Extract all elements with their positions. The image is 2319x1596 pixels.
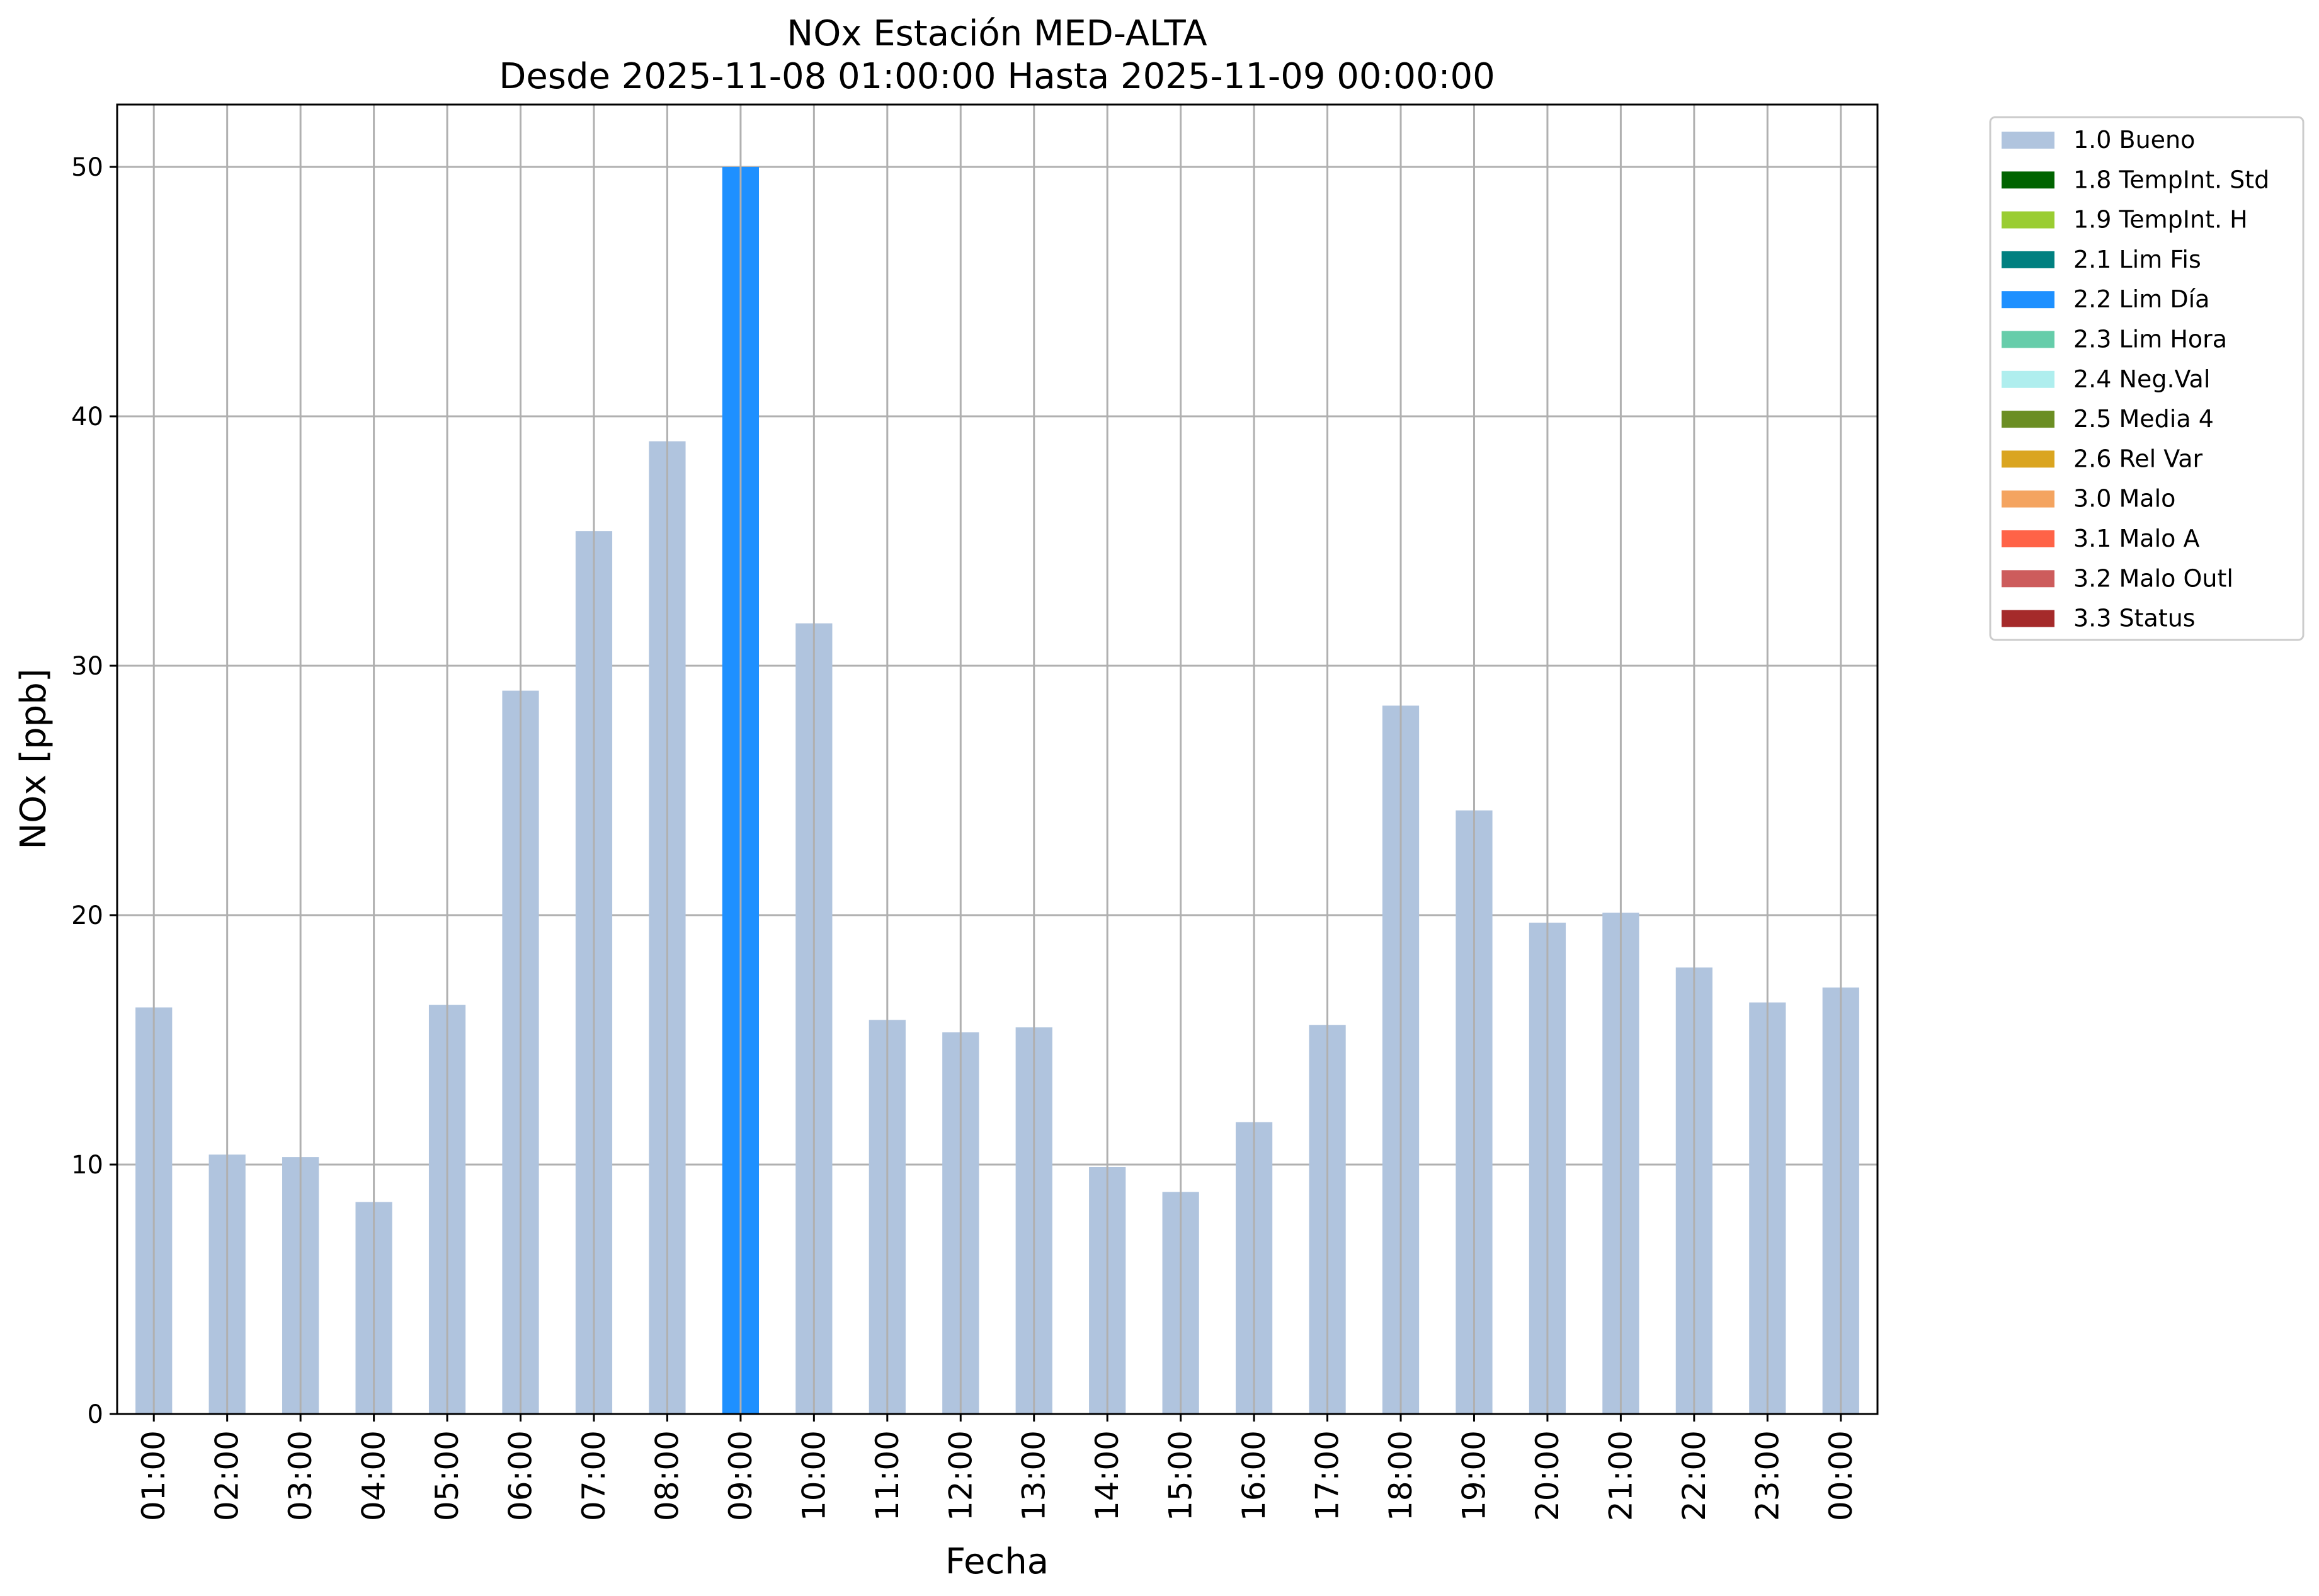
y-axis-label: NOx [ppb] bbox=[13, 668, 54, 849]
x-tick-label: 10:00 bbox=[795, 1430, 832, 1521]
legend-swatch bbox=[2002, 490, 2054, 508]
y-tick-label: 30 bbox=[71, 652, 103, 681]
legend-swatch bbox=[2002, 411, 2054, 428]
y-tick-label: 20 bbox=[71, 901, 103, 930]
x-tick-label: 14:00 bbox=[1089, 1430, 1125, 1521]
x-tick-label: 18:00 bbox=[1382, 1430, 1419, 1521]
chart-subtitle: Desde 2025-11-08 01:00:00 Hasta 2025-11-… bbox=[499, 56, 1495, 97]
x-tick-label: 12:00 bbox=[942, 1430, 979, 1521]
vertical-gridlines bbox=[152, 105, 1842, 1414]
legend-swatch bbox=[2002, 370, 2054, 388]
plot-frame bbox=[116, 103, 1879, 1415]
x-tick-label: 06:00 bbox=[503, 1430, 539, 1521]
legend-swatch bbox=[2002, 132, 2054, 149]
x-axis-ticks: 01:00 02:00 03:00 04:00 05:00 06:00 07:00 08:00… bbox=[135, 1414, 1859, 1521]
legend-label: 1.8 TempInt. Std bbox=[2073, 166, 2269, 193]
legend-frame bbox=[1989, 116, 2305, 641]
y-tick-label: 40 bbox=[71, 402, 103, 431]
legend-label: 3.2 Malo Outl bbox=[2073, 564, 2233, 592]
legend-label: 2.3 Lim Hora bbox=[2073, 326, 2227, 353]
x-tick-label: 04:00 bbox=[356, 1430, 392, 1521]
chart-title: NOx Estación MED-ALTA bbox=[787, 13, 1207, 54]
bars bbox=[135, 167, 1859, 1415]
legend-swatch bbox=[2002, 530, 2054, 547]
y-tick-label: 10 bbox=[71, 1151, 103, 1180]
legend-swatch bbox=[2002, 450, 2054, 468]
legend-label: 2.2 Lim Día bbox=[2073, 285, 2209, 313]
y-axis-ticks: 0 10 20 30 40 50 bbox=[71, 153, 117, 1429]
y-tick-label: 0 bbox=[88, 1400, 103, 1429]
legend-label: 3.0 Malo bbox=[2073, 485, 2175, 513]
x-tick-label: 09:00 bbox=[722, 1430, 759, 1521]
legend-swatch bbox=[2002, 570, 2054, 588]
legend-swatch bbox=[2002, 211, 2054, 229]
x-tick-label: 16:00 bbox=[1236, 1430, 1272, 1521]
legend-swatch bbox=[2002, 610, 2054, 627]
legend-label: 1.0 Bueno bbox=[2073, 126, 2195, 154]
legend-label: 2.5 Media 4 bbox=[2073, 405, 2214, 433]
legend-label: 2.4 Neg.Val bbox=[2073, 365, 2210, 393]
legend-swatch bbox=[2002, 251, 2054, 268]
x-tick-label: 13:00 bbox=[1016, 1430, 1052, 1521]
x-tick-label: 07:00 bbox=[576, 1430, 612, 1521]
legend-swatch bbox=[2002, 171, 2054, 189]
x-tick-label: 21:00 bbox=[1602, 1430, 1639, 1521]
x-tick-label: 08:00 bbox=[649, 1430, 685, 1521]
x-tick-label: 15:00 bbox=[1163, 1430, 1199, 1521]
x-tick-label: 03:00 bbox=[282, 1430, 319, 1521]
x-tick-label: 22:00 bbox=[1676, 1430, 1712, 1521]
legend-swatch bbox=[2002, 331, 2054, 348]
x-tick-label: 00:00 bbox=[1823, 1430, 1859, 1521]
x-tick-label: 01:00 bbox=[135, 1430, 172, 1521]
legend: 1.0 Bueno 1.8 TempInt. Std 1.9 TempInt. H 2… bbox=[1989, 116, 2305, 641]
legend-label: 1.9 TempInt. H bbox=[2073, 206, 2248, 234]
x-tick-label: 20:00 bbox=[1529, 1430, 1566, 1521]
legend-label: 2.1 Lim Fis bbox=[2073, 246, 2201, 273]
x-tick-label: 23:00 bbox=[1749, 1430, 1786, 1521]
legend-label: 3.3 Status bbox=[2073, 605, 2196, 632]
x-tick-label: 19:00 bbox=[1456, 1430, 1492, 1521]
x-tick-label: 17:00 bbox=[1309, 1430, 1346, 1521]
x-tick-label: 11:00 bbox=[869, 1430, 906, 1521]
legend-swatch bbox=[2002, 291, 2054, 309]
legend-label: 2.6 Rel Var bbox=[2073, 445, 2203, 472]
y-tick-label: 50 bbox=[71, 153, 103, 182]
x-axis-label: Fecha bbox=[945, 1541, 1049, 1582]
x-tick-label: 05:00 bbox=[429, 1430, 465, 1521]
x-tick-label: 02:00 bbox=[209, 1430, 246, 1521]
legend-label: 3.1 Malo A bbox=[2073, 525, 2199, 552]
